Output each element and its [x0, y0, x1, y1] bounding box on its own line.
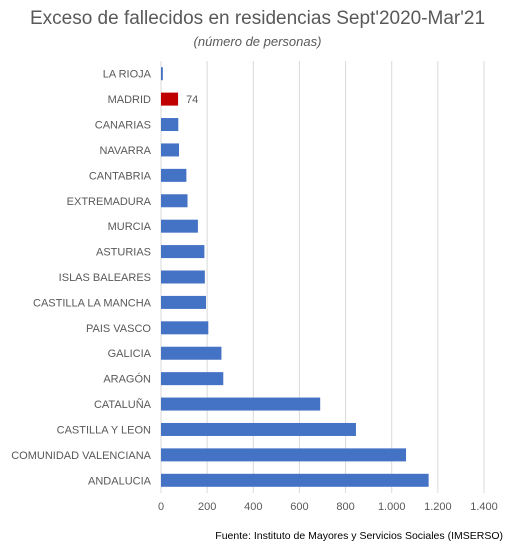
bar	[161, 346, 222, 360]
bar	[161, 92, 179, 106]
bar	[161, 397, 321, 411]
bar	[161, 372, 224, 386]
bar	[161, 422, 356, 436]
bar	[161, 270, 205, 284]
x-tick-labels: 0 200 400 600 800 1.000 1.200 1.400	[158, 501, 498, 513]
category-label: ISLAS BALEARES	[59, 272, 151, 284]
category-label: CANTABRIA	[89, 170, 152, 182]
chart-title: Exceso de fallecidos en residencias Sept…	[29, 8, 486, 29]
bar	[161, 245, 205, 259]
category-label: ANDALUCIA	[88, 475, 152, 487]
source-note: Fuente: Instituto de Mayores y Servicios…	[215, 530, 503, 542]
category-label: GALICIA	[108, 348, 152, 360]
category-label: PAIS VASCO	[86, 323, 151, 335]
x-tick-label: 800	[336, 501, 354, 513]
x-tick-label: 400	[244, 501, 262, 513]
category-label: CANARIAS	[95, 120, 151, 132]
category-label: CASTILLA LA MANCHA	[33, 297, 152, 309]
bar	[161, 143, 179, 157]
x-tick-label: 600	[290, 501, 308, 513]
data-label: 74	[186, 94, 198, 106]
chart-subtitle: (número de personas)	[193, 34, 322, 49]
x-tick-label: 1.200	[424, 501, 452, 513]
bar	[161, 448, 407, 462]
category-label: MADRID	[108, 94, 151, 106]
x-tick-label: 1.400	[470, 501, 498, 513]
category-label: ARAGÓN	[103, 373, 151, 386]
data-labels: 74	[186, 94, 198, 106]
category-label: COMUNIDAD VALENCIANA	[11, 450, 151, 462]
category-label: ASTURIAS	[96, 247, 151, 259]
bar	[161, 473, 429, 487]
bar	[161, 194, 188, 208]
category-label: NAVARRA	[99, 145, 151, 157]
bar	[161, 168, 187, 182]
x-tick-label: 200	[198, 501, 216, 513]
x-tick-label: 1.000	[378, 501, 406, 513]
bar	[161, 67, 163, 81]
bar	[161, 295, 206, 309]
gridlines	[160, 61, 485, 493]
category-labels: LA RIOJA MADRID CANARIAS NAVARRA CANTABRIA EX…	[11, 69, 151, 488]
category-label: LA RIOJA	[103, 69, 152, 81]
bar	[161, 219, 198, 233]
category-label: CASTILLA Y LEON	[57, 424, 151, 436]
bars	[161, 67, 429, 487]
category-label: EXTREMADURA	[67, 196, 152, 208]
category-label: MURCIA	[108, 221, 152, 233]
x-tick-label: 0	[158, 501, 164, 513]
bar	[161, 118, 179, 132]
bar	[161, 321, 209, 335]
category-label: CATALUÑA	[94, 398, 152, 411]
